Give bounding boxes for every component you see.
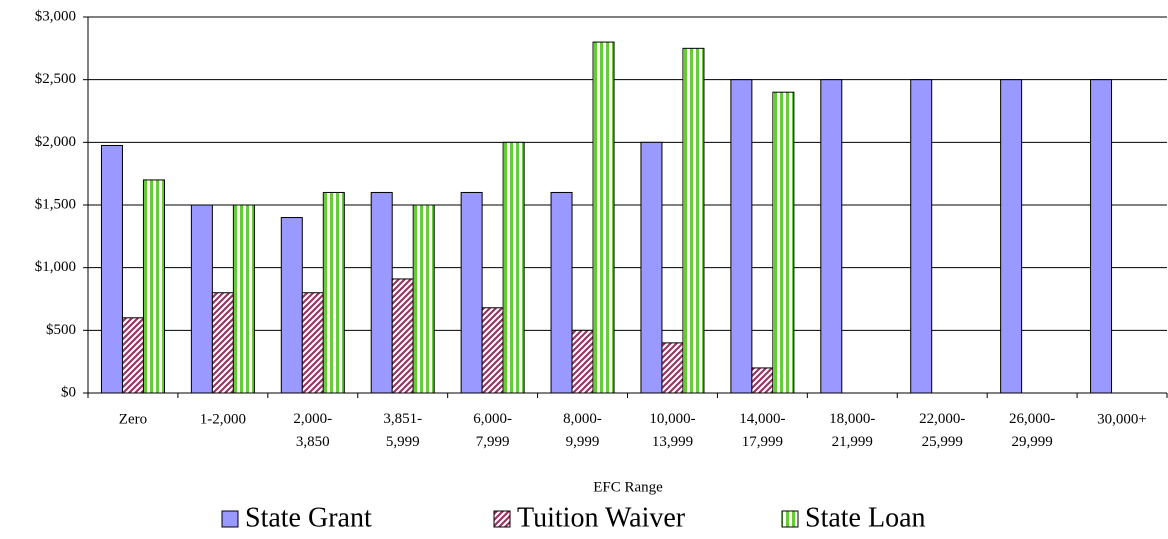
bar: [142, 179, 165, 394]
bar: [481, 307, 504, 394]
y-tick-label: $2,500: [35, 71, 76, 87]
x-tick-label: Zero: [119, 411, 147, 427]
bar: [751, 367, 774, 394]
y-tick-label: $0: [61, 384, 76, 400]
bar: [820, 79, 843, 394]
bar: [1090, 79, 1113, 394]
bar: [370, 191, 393, 394]
y-tick-label: $2,000: [35, 134, 76, 150]
x-axis-title: EFC Range: [593, 479, 663, 495]
bar: [322, 191, 345, 394]
x-tick-label: 2,000-3,850: [293, 411, 332, 450]
x-tick-label: 8,000-9,999: [563, 411, 602, 450]
bar: [412, 204, 435, 394]
bar: [502, 141, 525, 394]
bar: [211, 292, 234, 394]
bar: [391, 278, 414, 394]
x-tick-label: 22,000-25,999: [919, 411, 965, 450]
legend-text: State Grant: [245, 502, 372, 533]
bar: [100, 144, 123, 394]
legend-swatch: [221, 510, 239, 528]
x-tick-label: 1-2,000: [200, 411, 246, 427]
bar: [592, 41, 615, 394]
y-tick-label: $1,000: [35, 259, 76, 275]
bar: [301, 292, 324, 394]
x-tick-label: 30,000+: [1097, 411, 1147, 427]
x-tick-label: 14,000-17,999: [739, 411, 785, 450]
bar: [640, 141, 663, 394]
x-tick-label: 3,851-5,999: [383, 411, 422, 450]
bar: [772, 91, 795, 394]
bar: [460, 191, 483, 394]
x-tick-label: 18,000-21,999: [829, 411, 875, 450]
bar: [121, 317, 144, 394]
bar: [730, 79, 753, 394]
legend-text: State Loan: [805, 502, 926, 533]
legend-swatch: [493, 510, 511, 528]
y-tick-label: $500: [46, 322, 76, 338]
y-tick-label: $1,500: [35, 196, 76, 212]
x-tick-label: 10,000-13,999: [649, 411, 695, 450]
legend-swatch: [781, 510, 799, 528]
bar: [1000, 79, 1023, 394]
bar: [682, 47, 705, 394]
bar: [910, 79, 933, 394]
x-tick-label: 26,000-29,999: [1009, 411, 1055, 450]
bar: [280, 217, 303, 394]
legend-text: Tuition Waiver: [517, 502, 686, 533]
x-tick-label: 6,000-7,999: [473, 411, 512, 450]
bar: [571, 329, 594, 394]
y-tick-label: $3,000: [35, 8, 76, 24]
bar: [232, 204, 255, 394]
bar: [550, 191, 573, 394]
bar: [190, 204, 213, 394]
bar: [661, 342, 684, 394]
